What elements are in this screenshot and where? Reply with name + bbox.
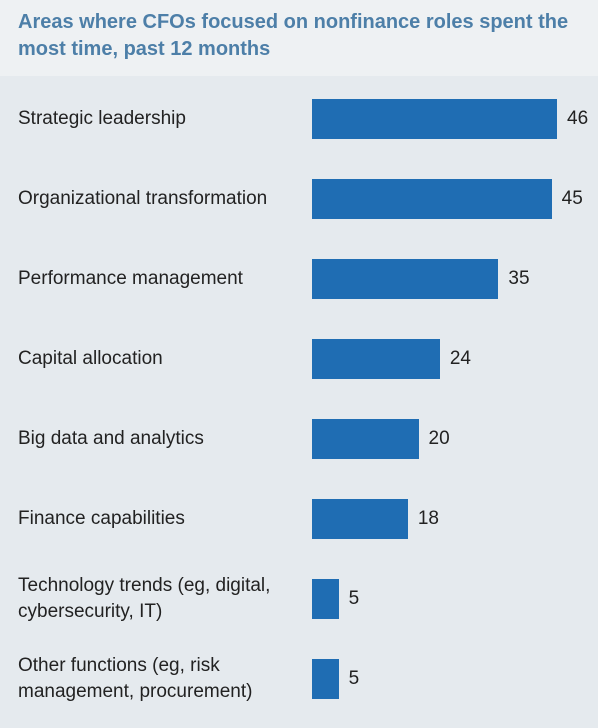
category-label: Big data and analytics	[18, 428, 204, 449]
category-label: Technology trends (eg, digital, cybersec…	[18, 575, 271, 622]
header: Areas where CFOs focused on nonfinance r…	[0, 0, 598, 76]
category-label: Capital allocation	[18, 348, 163, 369]
bar	[312, 339, 440, 379]
category-label: Strategic leadership	[18, 108, 186, 129]
chart-title: Areas where CFOs focused on nonfinance r…	[18, 11, 569, 60]
bar	[312, 259, 499, 299]
category-label: Other functions (eg, risk management, pr…	[18, 655, 253, 702]
value-label: 45	[561, 188, 583, 209]
category-label: Finance capabilities	[18, 508, 185, 529]
bar	[312, 659, 339, 699]
category-label: Performance management	[18, 268, 243, 289]
bar	[312, 419, 419, 459]
bar	[312, 579, 339, 619]
chart: Strategic leadership 46 Organizational tra…	[0, 76, 598, 728]
value-label: 35	[508, 268, 530, 289]
value-label: 24	[449, 348, 471, 369]
value-label: 20	[428, 428, 450, 449]
value-label: 18	[417, 508, 439, 529]
value-label: 5	[348, 668, 360, 689]
category-label: Organizational transformation	[18, 188, 268, 209]
bar	[312, 179, 552, 219]
value-label: 46	[567, 108, 589, 129]
value-label: 5	[348, 588, 360, 609]
bar	[312, 499, 408, 539]
bar	[312, 99, 557, 139]
